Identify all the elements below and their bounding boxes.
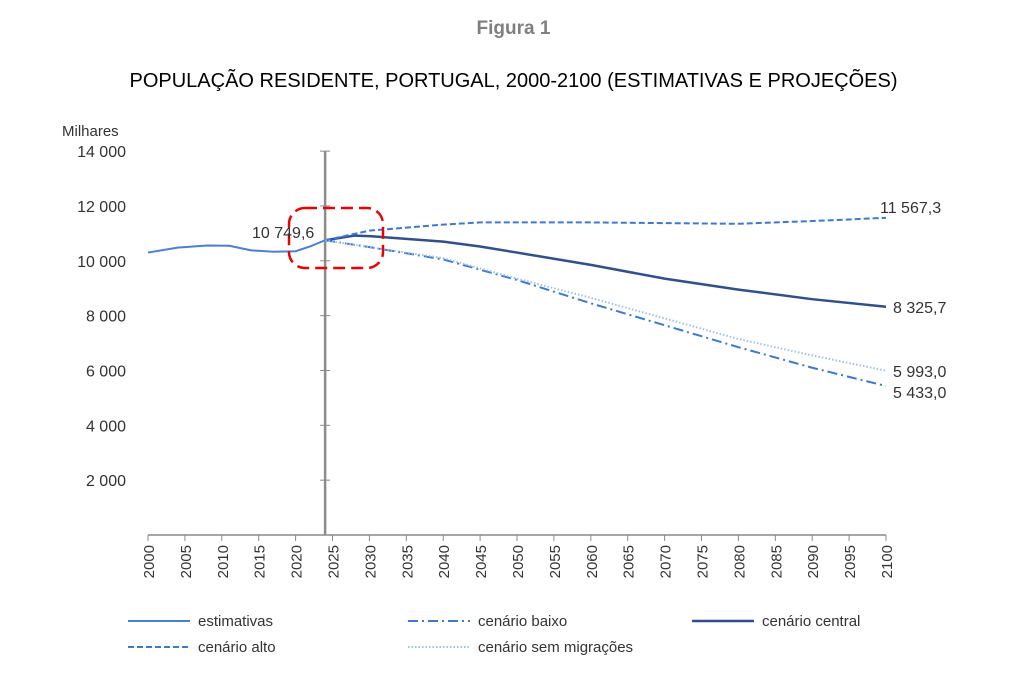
x-tick-label: 2095 [842,545,859,578]
x-tick-label: 2000 [141,545,158,578]
y-tick-label: 6 000 [86,363,126,380]
x-tick-label: 2075 [695,545,712,578]
x-tick-label: 2055 [547,545,564,578]
highlight-box [287,206,385,270]
y-tick-label: 4 000 [86,418,126,435]
data-label: 5 433,0 [893,385,946,402]
series-line-estimativas [147,239,326,254]
y-tick-label: 12 000 [77,199,126,216]
y-tick-label: 8 000 [86,309,126,326]
legend-label: cenário baixo [478,613,567,630]
data-label: 5 993,0 [893,364,946,381]
x-tick-label: 2085 [768,545,785,578]
x-tick-label: 2010 [215,545,232,578]
series-line-cenário-central [324,234,887,308]
x-tick-label: 2090 [805,545,822,578]
x-tick-label: 2005 [178,545,195,578]
legend-label: cenário alto [198,639,276,656]
x-tick-label: 2015 [252,545,269,578]
x-tick-label: 2040 [436,545,453,578]
y-tick-label: 14 000 [77,144,126,161]
x-tick-label: 2025 [326,545,343,578]
x-tick-label: 2020 [289,545,306,578]
x-tick-label: 2080 [731,545,748,578]
x-tick-label: 2045 [473,545,490,578]
chart-title: POPULAÇÃO RESIDENTE, PORTUGAL, 2000-2100… [129,70,898,92]
data-label: 11 567,3 [880,200,941,217]
x-tick-label: 2065 [621,545,638,578]
legend-label: cenário central [762,613,860,630]
y-axis-label: Milhares [62,123,119,140]
y-tick-label: 2 000 [86,473,126,490]
x-tick-label: 2050 [510,545,527,578]
data-label: 8 325,7 [893,300,946,317]
series-line-cenário-baixo [324,239,887,387]
legend-label: estimativas [198,613,273,630]
data-label: 10 749,6 [252,225,314,242]
legend-label: cenário sem migrações [478,639,633,656]
x-tick-label: 2060 [584,545,601,578]
series-line-cenário-alto [324,216,887,242]
x-tick-label: 2100 [879,545,896,578]
x-tick-label: 2070 [658,545,675,578]
x-tick-label: 2035 [399,545,416,578]
figure-label: Figura 1 [476,18,551,39]
series-line-cenário-sem-migrações [324,239,887,372]
y-tick-label: 10 000 [77,254,126,271]
x-tick-label: 2030 [362,545,379,578]
